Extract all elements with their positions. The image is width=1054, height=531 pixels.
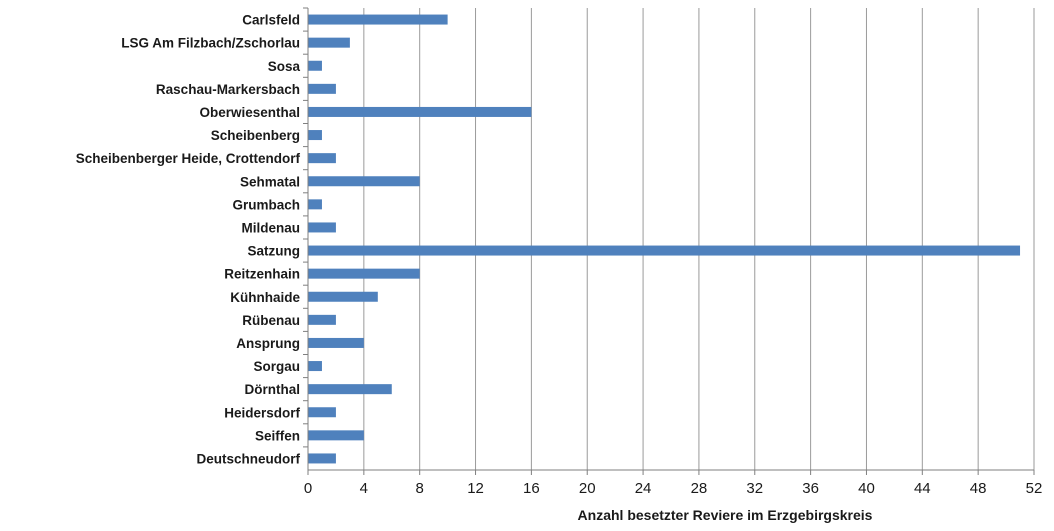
category-labels: Carlsfeld LSG Am Filzbach/Zschorlau Sosa Ra…: [76, 13, 301, 467]
category-label-kuhnhaide: Kühnhaide: [230, 290, 300, 305]
x-tick-label: 16: [523, 480, 540, 497]
bar-scheibenberger-heide-crottendorf: [308, 153, 336, 164]
category-label-oberwiesenthal: Oberwiesenthal: [199, 105, 300, 120]
category-label-dornthal: Dörnthal: [245, 382, 301, 397]
bars: [308, 14, 1021, 464]
category-label-rubenau: Rübenau: [242, 313, 300, 328]
x-axis-title: Anzahl besetzter Reviere im Erzgebirgskr…: [578, 507, 873, 523]
x-tick-label: 12: [467, 480, 484, 497]
bar-satzung: [308, 245, 1021, 256]
bar-heidersdorf: [308, 407, 336, 418]
category-label-raschau-markersbach: Raschau-Markersbach: [156, 82, 300, 97]
x-tick-label: 40: [858, 480, 875, 497]
bar-ansprung: [308, 337, 364, 348]
gridlines: [363, 8, 1035, 470]
bar-reitzenhain: [308, 268, 420, 279]
bar-raschau-markersbach: [308, 83, 336, 94]
category-label-seiffen: Seiffen: [255, 428, 300, 443]
x-tick-labels: 0 4 8 12 16 20 24 28 32 36 40 44 48 52: [304, 480, 1043, 497]
bar-sorgau: [308, 361, 322, 372]
x-tick-label: 4: [360, 480, 368, 497]
category-label-deutschneudorf: Deutschneudorf: [196, 451, 300, 466]
bar-deutschneudorf: [308, 453, 336, 464]
bar-grumbach: [308, 199, 322, 210]
category-label-carlsfeld: Carlsfeld: [242, 13, 300, 28]
x-tick-label: 8: [416, 480, 424, 497]
bar-seiffen: [308, 430, 364, 441]
bar-oberwiesenthal: [308, 106, 532, 117]
bar-carlsfeld: [308, 14, 448, 25]
category-label-heidersdorf: Heidersdorf: [224, 405, 300, 420]
x-tick-label: 20: [579, 480, 596, 497]
bar-sehmatal: [308, 176, 420, 187]
category-label-satzung: Satzung: [248, 244, 301, 259]
x-tick-label: 0: [304, 480, 312, 497]
category-label-sehmatal: Sehmatal: [240, 174, 300, 189]
axes: [303, 7, 1035, 475]
bar-scheibenberg: [308, 130, 322, 141]
x-tick-label: 52: [1026, 480, 1043, 497]
bar-rubenau: [308, 314, 336, 325]
category-label-mildenau: Mildenau: [241, 220, 300, 235]
bar-lsg-am-filzbach-zschorlau: [308, 37, 350, 48]
category-label-sorgau: Sorgau: [253, 359, 300, 374]
category-label-sosa: Sosa: [268, 59, 301, 74]
category-label-reitzenhain: Reitzenhain: [224, 267, 300, 282]
x-tick-label: 36: [802, 480, 819, 497]
bar-kuhnhaide: [308, 291, 378, 302]
x-tick-label: 28: [691, 480, 708, 497]
category-label-ansprung: Ansprung: [236, 336, 300, 351]
x-tick-label: 44: [914, 480, 931, 497]
category-label-grumbach: Grumbach: [232, 197, 300, 212]
x-tick-label: 48: [970, 480, 987, 497]
category-label-scheibenberg: Scheibenberg: [211, 128, 300, 143]
x-tick-label: 32: [746, 480, 763, 497]
category-label-lsg-am-filzbach-zschorlau: LSG Am Filzbach/Zschorlau: [121, 36, 300, 51]
bar-mildenau: [308, 222, 336, 233]
x-tick-label: 24: [635, 480, 652, 497]
category-label-scheibenberger-heide-crottendorf: Scheibenberger Heide, Crottendorf: [76, 151, 301, 166]
bar-dornthal: [308, 384, 392, 395]
bar-sosa: [308, 60, 322, 71]
